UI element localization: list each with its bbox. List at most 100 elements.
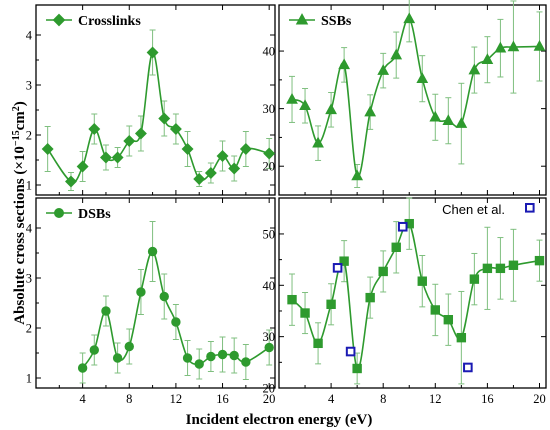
data-point-dsbs bbox=[101, 306, 111, 316]
data-point-ssbs bbox=[377, 64, 390, 75]
data-point-dsbs bbox=[147, 246, 158, 257]
data-point-crosslinks bbox=[65, 175, 77, 188]
y-tick-label-dsbs: 1 bbox=[26, 372, 32, 386]
legend-label-ssbs: SSBs bbox=[321, 14, 352, 29]
data-point-total bbox=[339, 256, 349, 266]
data-point-total bbox=[287, 294, 297, 305]
y-tick-label-dsbs: 2 bbox=[26, 322, 32, 336]
data-point-total bbox=[417, 276, 427, 286]
plot-frame-ssbs bbox=[278, 4, 547, 196]
data-point-dsbs bbox=[264, 342, 274, 353]
y-tick-label-crosslinks: 1 bbox=[26, 179, 32, 193]
data-point-total bbox=[391, 242, 401, 252]
data-point-ssbs bbox=[468, 63, 481, 75]
chen-data-point bbox=[345, 346, 356, 357]
data-point-crosslinks bbox=[146, 46, 159, 59]
data-point-dsbs bbox=[182, 353, 193, 363]
plot-frame-crosslinks bbox=[35, 4, 276, 196]
data-point-total bbox=[469, 274, 480, 284]
data-point-crosslinks bbox=[204, 167, 217, 179]
panel-ssbs: 20 30 40 SSBs bbox=[263, 0, 547, 196]
y-tick-label-crosslinks: 2 bbox=[26, 129, 32, 143]
x-tick-label-dsbs: 12 bbox=[170, 392, 183, 406]
data-point-dsbs bbox=[229, 350, 239, 361]
legend-marker-crosslinks bbox=[52, 13, 66, 27]
y-tick-label-ssbs: 20 bbox=[263, 160, 276, 174]
y-tick-label-crosslinks: 4 bbox=[26, 29, 33, 43]
x-tick-label-total: 20 bbox=[533, 392, 546, 406]
x-tick-label-total: 8 bbox=[380, 392, 386, 406]
series-line-ssbs bbox=[291, 18, 540, 178]
y-tick-label-ssbs: 30 bbox=[263, 102, 276, 116]
data-point-crosslinks bbox=[228, 162, 241, 175]
data-point-total bbox=[495, 263, 506, 274]
data-point-dsbs bbox=[124, 341, 134, 352]
data-point-ssbs bbox=[338, 58, 351, 70]
y-tick-label-total: 40 bbox=[263, 279, 276, 293]
data-point-ssbs bbox=[442, 114, 455, 126]
data-point-total bbox=[326, 299, 336, 309]
x-tick-label-dsbs: 16 bbox=[216, 392, 229, 406]
data-point-ssbs bbox=[299, 99, 311, 111]
data-point-dsbs bbox=[194, 359, 204, 369]
data-point-crosslinks bbox=[169, 123, 182, 135]
data-point-ssbs bbox=[390, 48, 403, 60]
y-tick-label-crosslinks: 3 bbox=[26, 79, 32, 93]
series-line-total bbox=[291, 221, 540, 370]
series-line-dsbs bbox=[81, 250, 270, 369]
data-point-ssbs bbox=[325, 103, 337, 115]
data-point-crosslinks bbox=[134, 127, 147, 140]
data-point-ssbs bbox=[351, 169, 364, 181]
data-point-total bbox=[430, 305, 440, 315]
data-point-ssbs bbox=[507, 40, 520, 52]
chen-legend-label: Chen et al. bbox=[442, 202, 505, 217]
y-tick-label-total: 20 bbox=[263, 382, 276, 396]
data-point-total bbox=[482, 263, 493, 274]
data-point-crosslinks bbox=[181, 143, 194, 155]
plot-frame-dsbs bbox=[35, 197, 276, 389]
data-point-crosslinks bbox=[88, 123, 101, 135]
data-point-dsbs bbox=[112, 353, 123, 363]
data-point-dsbs bbox=[206, 351, 216, 362]
data-point-total bbox=[378, 266, 388, 277]
data-point-dsbs bbox=[171, 317, 181, 327]
data-point-dsbs bbox=[136, 287, 146, 297]
data-point-ssbs bbox=[481, 53, 494, 64]
x-tick-label-total: 16 bbox=[481, 392, 494, 406]
data-point-crosslinks bbox=[123, 135, 136, 147]
data-point-total bbox=[443, 315, 454, 325]
data-point-ssbs bbox=[533, 39, 546, 51]
data-point-ssbs bbox=[286, 92, 298, 104]
data-point-crosslinks bbox=[41, 143, 54, 155]
data-point-crosslinks bbox=[158, 112, 171, 125]
chen-data-point bbox=[332, 263, 343, 273]
legend-marker-ssbs bbox=[295, 13, 309, 25]
data-point-crosslinks bbox=[111, 151, 124, 164]
data-point-total bbox=[534, 255, 545, 266]
legend-label-crosslinks: Crosslinks bbox=[78, 14, 141, 29]
data-point-dsbs bbox=[77, 363, 88, 373]
x-tick-label-dsbs: 8 bbox=[126, 392, 132, 406]
chen-data-point bbox=[463, 362, 473, 373]
data-point-dsbs bbox=[159, 291, 169, 302]
y-axis-title: Absolute cross sections (×10−15cm2) bbox=[11, 101, 28, 325]
data-point-dsbs bbox=[241, 357, 251, 367]
data-point-total bbox=[456, 332, 467, 343]
y-tick-label-dsbs: 3 bbox=[26, 272, 32, 286]
data-point-total bbox=[300, 308, 310, 318]
data-point-crosslinks bbox=[263, 147, 276, 160]
y-tick-label-dsbs: 4 bbox=[26, 222, 33, 236]
data-point-crosslinks bbox=[216, 150, 229, 162]
data-point-ssbs bbox=[364, 105, 377, 117]
x-axis-title: Incident electron energy (eV) bbox=[186, 412, 373, 428]
legend-label-dsbs: DSBs bbox=[78, 207, 111, 222]
data-point-total bbox=[313, 338, 323, 349]
data-point-ssbs bbox=[312, 136, 324, 148]
plot-frame-total bbox=[278, 197, 547, 389]
panel-total: 20 30 40 50 4 8 12 16 20 Chen et al. bbox=[263, 197, 547, 406]
data-point-crosslinks bbox=[193, 173, 206, 185]
data-point-ssbs bbox=[403, 12, 416, 24]
data-point-ssbs bbox=[416, 72, 429, 83]
y-tick-label-total: 50 bbox=[263, 227, 276, 241]
